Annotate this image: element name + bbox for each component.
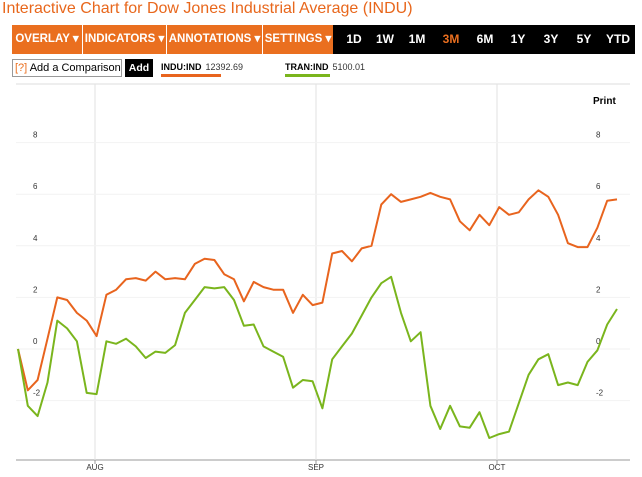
range-1y-button[interactable]: 1Y — [510, 32, 526, 46]
series-line-tran — [17, 275, 618, 439]
range-6m-button[interactable]: 6M — [476, 32, 494, 46]
y-tick-label-left: 0 — [33, 337, 38, 346]
range-3m-button[interactable]: 3M — [442, 32, 460, 46]
annotations-menu-button[interactable]: ANNOTATIONS ▾ — [167, 25, 263, 54]
x-tick-label: AUG — [86, 463, 103, 472]
y-tick-label-right: 0 — [596, 337, 601, 346]
y-tick-label-right: 6 — [596, 182, 601, 191]
print-link[interactable]: Print — [593, 96, 616, 107]
settings-menu-button[interactable]: SETTINGS ▾ — [263, 25, 333, 54]
range-ytd-button[interactable]: YTD — [606, 32, 630, 46]
range-3y-button[interactable]: 3Y — [543, 32, 559, 46]
legend-value: 5100.01 — [332, 62, 366, 72]
y-tick-label-left: 8 — [33, 131, 38, 140]
y-tick-label-right: 4 — [596, 234, 601, 243]
add-comparison-button[interactable]: Add — [125, 59, 153, 77]
legend-swatch-tran — [285, 74, 330, 77]
x-tick-label: SEP — [308, 463, 324, 472]
range-1w-button[interactable]: 1W — [376, 32, 394, 46]
series-line-indu — [17, 189, 618, 392]
range-5y-button[interactable]: 5Y — [576, 32, 592, 46]
chart-toolbar: OVERLAY ▾ INDICATORS ▾ ANNOTATIONS ▾ SET… — [12, 25, 635, 54]
x-tick-label: OCT — [489, 463, 506, 472]
help-icon[interactable]: [?] — [15, 62, 28, 74]
y-tick-label-right: -2 — [596, 389, 604, 398]
y-tick-label-left: -2 — [33, 389, 41, 398]
page-title: Interactive Chart for Dow Jones Industri… — [2, 0, 413, 17]
y-tick-label-right: 8 — [596, 131, 601, 140]
y-tick-label-right: 2 — [596, 285, 601, 294]
add-comparison-field[interactable]: [?] Add a Comparison — [12, 59, 122, 77]
range-1d-button[interactable]: 1D — [346, 32, 362, 46]
indicators-menu-button[interactable]: INDICATORS ▾ — [83, 25, 167, 54]
overlay-menu-button[interactable]: OVERLAY ▾ — [12, 25, 83, 54]
y-tick-label-left: 4 — [33, 234, 38, 243]
legend-value: 12392.69 — [205, 62, 244, 72]
legend-symbol: TRAN:IND — [285, 62, 329, 72]
y-tick-label-left: 6 — [33, 182, 38, 191]
legend-item-indu: INDU:IND 12392.69 — [161, 62, 243, 72]
legend-swatch-indu — [161, 74, 221, 77]
legend-item-tran: TRAN:IND 5100.01 — [285, 62, 365, 72]
y-tick-label-left: 2 — [33, 285, 38, 294]
legend-symbol: INDU:IND — [161, 62, 202, 72]
add-comparison-label: Add a Comparison — [29, 62, 121, 74]
range-1m-button[interactable]: 1M — [408, 32, 426, 46]
